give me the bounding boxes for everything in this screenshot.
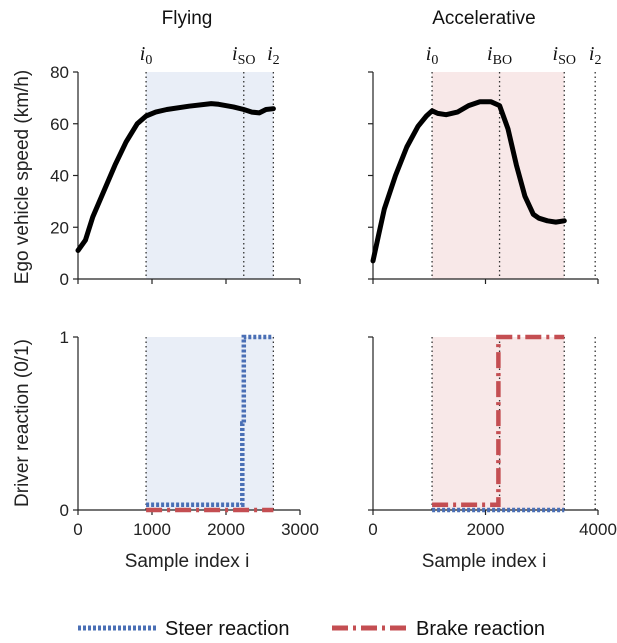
x-tick-label: 0: [73, 520, 82, 539]
x-tick-label: 0: [368, 520, 377, 539]
shaded-region: [146, 72, 274, 279]
x-tick-label: 3000: [281, 520, 319, 539]
x-tick-label: 4000: [579, 520, 617, 539]
x-tick-label: 1000: [133, 520, 171, 539]
x-tick-label: 2000: [207, 520, 245, 539]
legend-steer-label: Steer reaction: [165, 618, 290, 640]
y-tick-label: 80: [50, 63, 69, 82]
y-tick-label: 0: [60, 270, 69, 289]
title-accelerative: Accelerative: [432, 8, 536, 29]
steer-series-line: [146, 334, 274, 508]
x-tick-label: 2000: [467, 520, 505, 539]
panel-accelerative-reaction: 0 2000 4000: [368, 334, 617, 539]
shaded-region: [146, 337, 274, 510]
y-tick-label: 1: [60, 328, 69, 347]
brake-series-line: [432, 334, 565, 508]
legend: Steer reaction Brake reaction: [78, 618, 545, 640]
ylabel-speed: Ego vehicle speed (km/h): [12, 70, 33, 284]
ylabel-reaction: Driver reaction (0/1): [12, 339, 33, 507]
panel-flying-speed: i0 iSO i2 0 20 40 60 80: [50, 43, 301, 289]
y-tick-label: 60: [50, 115, 69, 134]
xlabel-flying: Sample index i: [125, 551, 250, 572]
legend-brake-label: Brake reaction: [416, 618, 545, 640]
xlabel-accelerative: Sample index i: [422, 551, 547, 572]
panel-accelerative-speed: i0 iBO iSO i2: [368, 43, 601, 284]
event-label: iSO: [232, 43, 255, 68]
panel-flying-reaction: 0 1 0 1000 2000 3000: [60, 328, 319, 539]
y-tick-label: 0: [60, 501, 69, 520]
y-tick-label: 40: [50, 167, 69, 186]
chart-panels: i0 iSO i2 0 20 40 60 80 i0 iBO iSO i2 0 1 0 1000 2000 300…: [50, 43, 617, 539]
event-label: i2: [267, 43, 280, 68]
event-label: i2: [589, 43, 602, 68]
event-label: iBO: [487, 43, 512, 68]
speed-series-line: [370, 99, 567, 264]
speed-series-line: [75, 101, 276, 253]
event-label: i0: [140, 43, 153, 68]
title-flying: Flying: [162, 8, 213, 29]
event-label: i0: [426, 43, 439, 68]
event-label: iSO: [553, 43, 576, 68]
y-tick-label: 20: [50, 218, 69, 237]
